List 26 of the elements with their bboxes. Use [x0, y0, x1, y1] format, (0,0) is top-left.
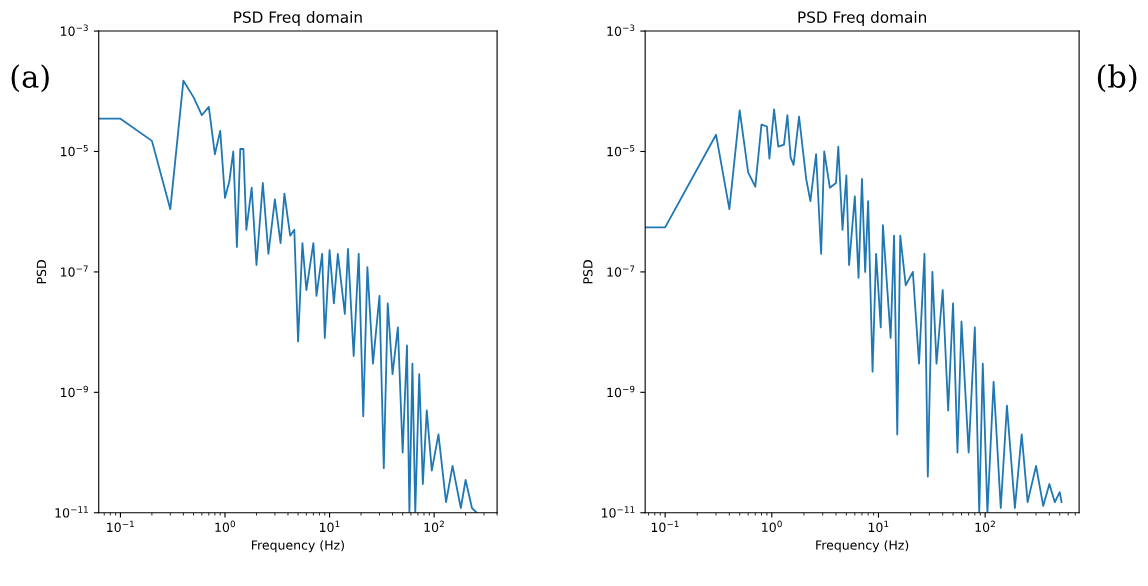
x-tick-label: 10$^{1}$ [319, 520, 340, 533]
x-tick-label: 10$^{−1}$ [651, 520, 679, 533]
x-tick-label: 10$^{1}$ [868, 520, 889, 533]
y-tick-label: 10$^{−7}$ [607, 265, 635, 277]
y-axis-title: PSD [36, 260, 47, 284]
text: (b) [1097, 64, 1137, 93]
y-tick-label: 10$^{−5}$ [607, 144, 635, 157]
y-axis-title: PSD [583, 260, 593, 284]
x-tick-label: 10$^{2}$ [975, 520, 995, 533]
y-tick-label: 10$^{−3}$ [61, 24, 88, 36]
x-tick-label: 10$^{2}$ [424, 520, 444, 533]
y-tick-label: 10$^{−3}$ [607, 24, 635, 36]
x-axis-title: Frequency (Hz) [816, 540, 909, 553]
y-tick-label: 10$^{−5}$ [61, 144, 88, 157]
chart-title: PSD Freq domain [234, 11, 362, 26]
x-tick-label: 10$^{−1}$ [107, 520, 134, 533]
x-tick-label: 10$^{0}$ [215, 520, 236, 533]
y-tick-label: 10$^{−9}$ [607, 385, 635, 398]
chart-title: PSD Freq domain [798, 11, 927, 26]
y-tick-label: 10$^{−7}$ [61, 265, 88, 277]
y-tick-label: 10$^{−11}$ [55, 506, 88, 518]
text: (a) [11, 64, 49, 93]
y-tick-label: 10$^{−9}$ [61, 385, 88, 398]
x-axis-title: Frequency (Hz) [252, 540, 344, 553]
y-tick-label: 10$^{−11}$ [601, 506, 635, 518]
x-tick-label: 10$^{0}$ [762, 520, 782, 533]
